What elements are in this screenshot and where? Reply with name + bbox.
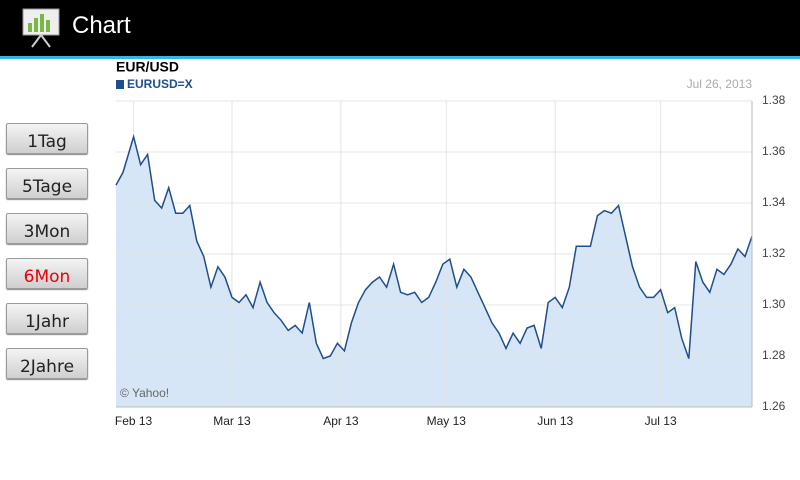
- chart-date: Jul 26, 2013: [687, 77, 753, 91]
- y-tick-label: 1.32: [762, 246, 786, 260]
- x-tick-label: Apr 13: [323, 414, 359, 428]
- range-button[interactable]: 1Tag: [6, 123, 88, 154]
- action-bar: Chart: [0, 0, 800, 59]
- x-tick-label: May 13: [427, 414, 467, 428]
- area: [116, 136, 752, 407]
- range-button[interactable]: 5Tage: [6, 168, 88, 199]
- credit: © Yahoo!: [120, 386, 169, 400]
- y-tick-label: 1.36: [762, 144, 786, 158]
- legend-label: EURUSD=X: [127, 77, 193, 91]
- y-tick-label: 1.28: [762, 348, 786, 362]
- x-tick-label: Jun 13: [537, 414, 573, 428]
- range-button[interactable]: 2Jahre: [6, 348, 88, 379]
- y-tick-label: 1.30: [762, 297, 786, 311]
- y-tick-label: 1.26: [762, 399, 786, 413]
- app-icon: [22, 8, 60, 48]
- range-button[interactable]: 3Mon: [6, 213, 88, 244]
- app-title: Chart: [72, 12, 131, 39]
- x-tick-label: Mar 13: [213, 414, 251, 428]
- legend-swatch: [116, 80, 124, 89]
- y-tick-label: 1.34: [762, 195, 786, 209]
- y-tick-label: 1.38: [762, 93, 786, 107]
- range-button[interactable]: 6Mon: [6, 258, 88, 289]
- range-button[interactable]: 1Jahr: [6, 303, 88, 334]
- x-tick-label: Feb 13: [115, 414, 153, 428]
- chart-title: EUR/USD: [116, 59, 179, 75]
- line: [115, 133, 753, 360]
- x-tick-label: Jul 13: [645, 414, 677, 428]
